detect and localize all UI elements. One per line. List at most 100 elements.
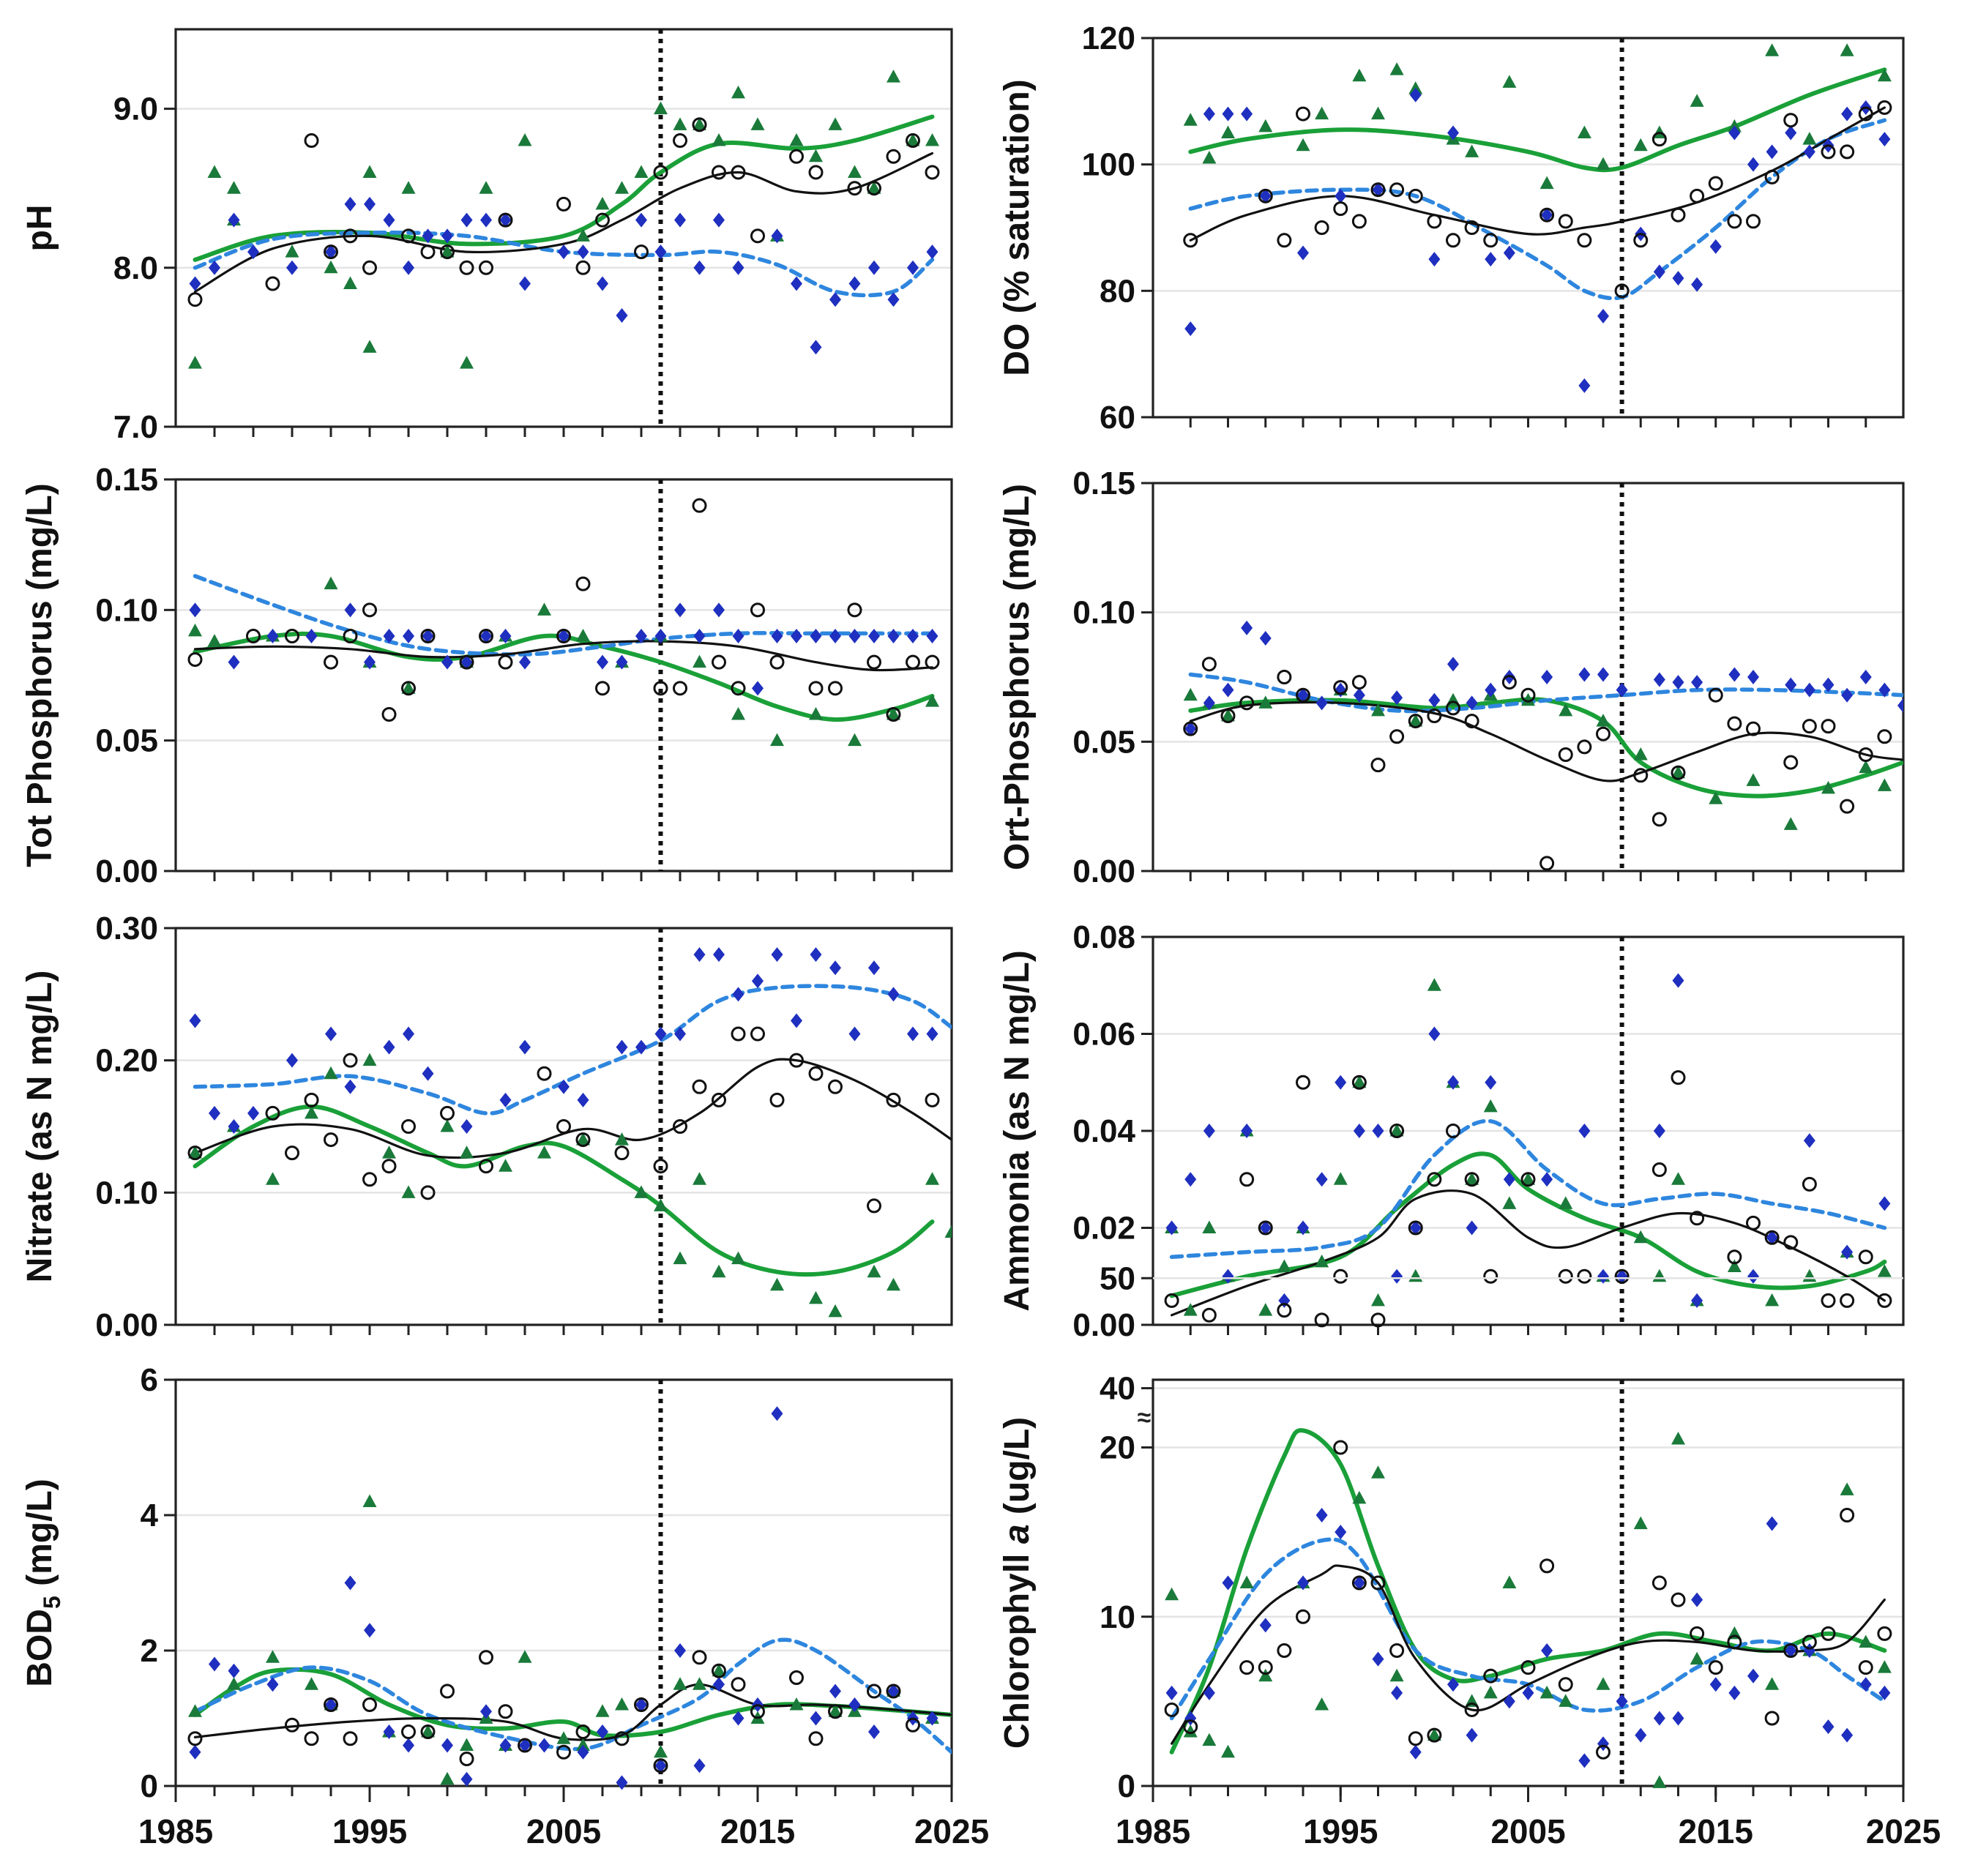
triangle-point xyxy=(809,149,823,162)
y-tick-label: 7.0 xyxy=(113,409,158,445)
circle-point xyxy=(673,681,687,696)
diamond-point xyxy=(887,1683,900,1699)
circle-point xyxy=(304,1731,319,1746)
circle-point xyxy=(1671,765,1686,780)
diamond-point xyxy=(344,1079,357,1094)
triangle-point xyxy=(1783,817,1798,830)
circle-point xyxy=(712,165,726,180)
triangle-point xyxy=(537,602,551,616)
diamond-point xyxy=(209,1105,220,1121)
circle-point xyxy=(1370,758,1386,773)
y-tick-label: 20 xyxy=(1100,1430,1135,1466)
diamond-point xyxy=(829,960,841,976)
triangle-point xyxy=(1877,1660,1892,1673)
diamond-point xyxy=(1409,87,1422,102)
diamond-point xyxy=(422,1066,434,1081)
circle-point xyxy=(265,276,280,291)
circle-point xyxy=(381,707,397,722)
diamond-point xyxy=(926,629,938,643)
diamond-point xyxy=(1578,1753,1591,1768)
circle-point xyxy=(1201,657,1217,672)
panel-bod: 0 2 4 6 1985 1995 2005 2015 2025 BOD5 (mg/L) xyxy=(20,1362,989,1850)
diamond-point xyxy=(1447,1075,1459,1090)
panel-op: 0.00 0.05 0.10 0.15 Ort-Phosphorus (mg/L) xyxy=(998,466,1905,889)
triangle-point xyxy=(1408,1268,1423,1282)
diamond-point xyxy=(713,602,725,618)
diamond-point xyxy=(1803,1133,1815,1148)
diamond-point xyxy=(1391,1685,1403,1700)
triangle-point xyxy=(944,1225,952,1238)
diamond-point xyxy=(519,1738,531,1753)
circle-point xyxy=(712,1663,726,1678)
diamond-point xyxy=(654,629,667,643)
diamond-point xyxy=(519,1039,531,1055)
circle-point xyxy=(614,1146,630,1161)
circle-point xyxy=(1258,1660,1273,1675)
triangle-point xyxy=(1521,1172,1535,1185)
diamond-point xyxy=(1353,1575,1365,1591)
circle-point xyxy=(343,228,358,244)
circle-point xyxy=(1708,176,1723,191)
triangle-point xyxy=(1765,1293,1780,1307)
triangle-point xyxy=(440,1119,455,1132)
diamond-point xyxy=(422,228,434,244)
diamond-point xyxy=(1315,695,1328,711)
triangle-point xyxy=(188,1146,202,1159)
diamond-point xyxy=(364,654,376,670)
circle-point xyxy=(867,181,881,196)
triangle-point xyxy=(1765,1677,1780,1690)
diamond-point xyxy=(1335,1525,1347,1540)
circle-point xyxy=(769,1092,785,1107)
circle-point xyxy=(1596,726,1610,741)
y-tick-label: 0 xyxy=(141,1768,158,1804)
circle-point xyxy=(1539,1558,1555,1574)
circle-point xyxy=(614,1731,630,1746)
circle-point xyxy=(1727,1249,1742,1265)
triangle-point xyxy=(1859,760,1873,774)
trend-blue-line xyxy=(193,231,935,298)
triangle-point xyxy=(1559,1694,1573,1707)
diamond-point xyxy=(480,212,492,228)
triangle-point xyxy=(925,694,939,707)
circle-point xyxy=(769,654,785,670)
triangle-point xyxy=(460,356,474,369)
diamond-point xyxy=(1466,1220,1478,1236)
y-tick-label: 2 xyxy=(141,1633,158,1669)
circle-point xyxy=(187,1731,203,1746)
triangle-point xyxy=(828,117,843,130)
triangle-point xyxy=(266,1650,280,1663)
triangle-point xyxy=(731,707,745,720)
circle-point xyxy=(1408,188,1423,203)
plot-frame xyxy=(1152,935,1905,1326)
plot-frame xyxy=(174,927,953,1326)
triangle-point xyxy=(1765,43,1780,56)
diamond-point xyxy=(325,1697,337,1712)
triangle-point xyxy=(1371,703,1385,717)
triangle-point xyxy=(1539,1685,1554,1699)
diamond-point xyxy=(616,654,628,670)
circle-point xyxy=(828,681,843,696)
diamond-point xyxy=(228,1663,240,1678)
circle-point xyxy=(1483,233,1498,248)
triangle-point xyxy=(1877,778,1892,791)
diamond-point xyxy=(519,654,531,670)
circle-point xyxy=(1821,1293,1836,1308)
triangle-point xyxy=(654,101,668,115)
triangle-point xyxy=(1183,1303,1198,1316)
circle-point xyxy=(265,1105,280,1121)
diamond-point xyxy=(1259,1220,1272,1236)
x-tick-label: 1985 xyxy=(1116,1812,1190,1850)
diamond-point xyxy=(616,1775,628,1790)
triangle-point xyxy=(1165,1587,1179,1601)
diamond-point xyxy=(577,244,589,260)
circle-point xyxy=(1464,1702,1479,1717)
circle-point xyxy=(1858,106,1873,122)
y-tick-label: 10 xyxy=(1100,1599,1135,1635)
diamond-point xyxy=(1672,973,1684,988)
trend-black-line xyxy=(1189,106,1886,242)
circle-point xyxy=(1764,1711,1780,1726)
circle-point xyxy=(1690,1211,1705,1226)
diamond-point xyxy=(887,629,900,643)
triangle-point xyxy=(1371,106,1385,120)
panel-ph: 7.0 8.0 9.0 pH xyxy=(20,28,953,445)
